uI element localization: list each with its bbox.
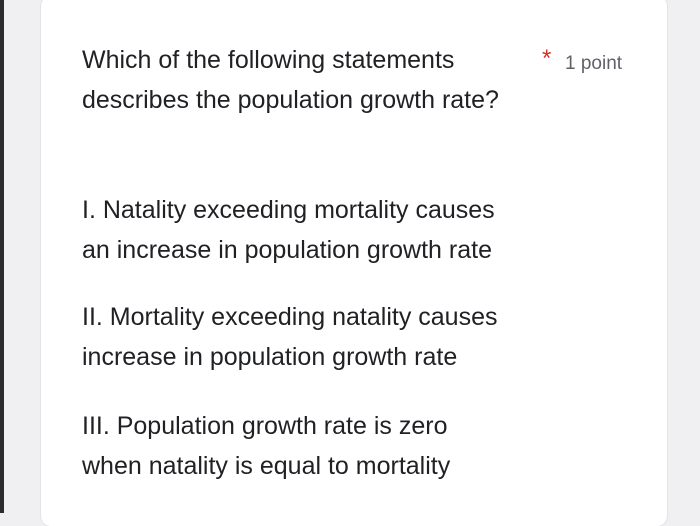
- statement-2-line-1: II. Mortality exceeding natality causes: [82, 303, 498, 331]
- statement-3-line-1: III. Population growth rate is zero: [82, 412, 448, 440]
- points-label: 1 point: [565, 53, 623, 74]
- question-card: [41, 0, 667, 526]
- statement-1: I. Natality exceeding mortality causes a…: [82, 190, 582, 270]
- screen-edge: [0, 0, 4, 513]
- required-asterisk: *: [542, 45, 552, 72]
- statement-1-line-1: I. Natality exceeding mortality causes: [82, 196, 495, 224]
- question-title-line-1: Which of the following statements: [82, 46, 455, 74]
- question-title: Which of the following statements descri…: [82, 40, 542, 120]
- question-title-line-2: describes the population growth rate?: [82, 86, 499, 114]
- statement-3-line-2: when natality is equal to mortality: [82, 452, 451, 480]
- statement-1-line-2: an increase in population growth rate: [82, 236, 492, 264]
- statement-3: III. Population growth rate is zero when…: [82, 406, 582, 486]
- statement-2: II. Mortality exceeding natality causes …: [82, 297, 582, 377]
- statement-2-line-2: increase in population growth rate: [82, 343, 458, 371]
